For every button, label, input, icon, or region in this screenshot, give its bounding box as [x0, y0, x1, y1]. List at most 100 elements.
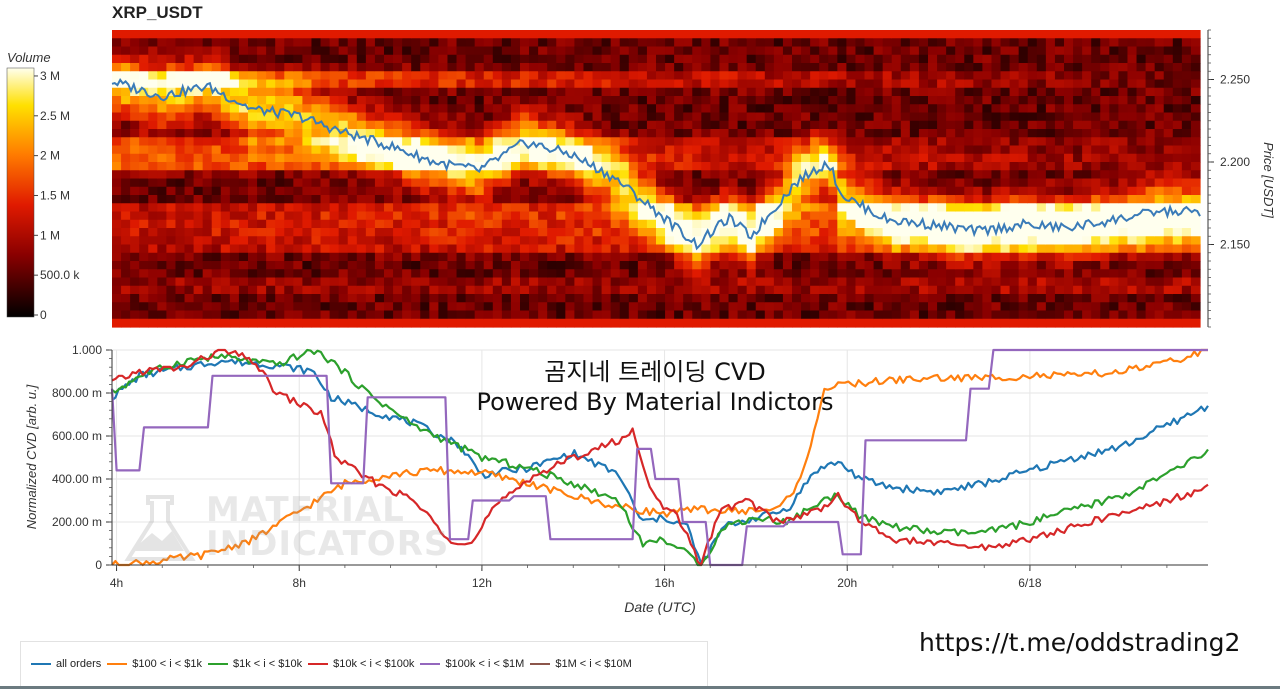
heatmap-cell	[574, 211, 585, 221]
heatmap-cell	[656, 228, 666, 237]
heatmap-cell	[882, 195, 893, 204]
heatmap-cell	[529, 79, 539, 89]
legend-item[interactable]: $100 < i < $1k	[107, 658, 202, 670]
heatmap-cell	[510, 310, 521, 320]
heatmap-cell	[374, 87, 385, 97]
heatmap-cell	[1118, 261, 1129, 270]
heatmap-cell	[656, 203, 666, 213]
heatmap-cell	[284, 252, 294, 262]
heatmap-cell	[628, 153, 639, 163]
heatmap-cell	[1082, 63, 1092, 72]
heatmap-cell	[311, 38, 322, 48]
heatmap-cell	[973, 96, 983, 105]
heatmap-cell	[474, 30, 485, 39]
heatmap-cell	[130, 203, 140, 213]
heatmap-cell	[429, 236, 439, 246]
heatmap-cell	[257, 38, 267, 48]
legend-item[interactable]: $1k < i < $10k	[207, 658, 302, 670]
heatmap-cell	[1000, 30, 1011, 39]
heatmap-cell	[438, 153, 449, 163]
heatmap-cell	[882, 96, 893, 105]
heatmap-cell	[411, 46, 421, 56]
heatmap-cell	[1000, 104, 1011, 114]
heatmap-cell	[1091, 54, 1101, 64]
heatmap-cell	[320, 302, 331, 312]
heatmap-cell	[1100, 71, 1110, 81]
heatmap-cell	[882, 79, 893, 89]
heatmap-cell	[1054, 203, 1065, 213]
heatmap-cell	[692, 195, 702, 204]
heatmap-cell	[882, 203, 893, 213]
heatmap-cell	[429, 294, 439, 303]
heatmap-cell	[474, 145, 485, 155]
heatmap-cell	[719, 285, 730, 295]
heatmap-cell	[574, 244, 585, 254]
heatmap-cell	[121, 71, 131, 81]
heatmap-cell	[1181, 71, 1192, 81]
legend-item[interactable]: all orders	[31, 658, 101, 670]
heatmap-cell	[520, 63, 530, 72]
legend-item[interactable]: $10k < i < $100k	[308, 658, 414, 670]
heatmap-cell	[1045, 285, 1056, 295]
heatmap-cell	[801, 219, 811, 229]
heatmap-cell	[1009, 112, 1020, 122]
heatmap-cell	[1064, 302, 1074, 312]
heatmap-cell	[311, 63, 322, 72]
heatmap-cell	[347, 302, 358, 312]
heatmap-cell	[429, 186, 439, 196]
heatmap-cell	[1009, 145, 1020, 155]
heatmap-cell	[429, 252, 439, 262]
heatmap-cell	[946, 153, 956, 163]
heatmap-cell	[538, 302, 548, 312]
heatmap-cell	[955, 153, 965, 163]
heatmap-cell	[284, 228, 294, 237]
heatmap-cell	[646, 277, 657, 287]
heatmap-cell	[1145, 236, 1156, 246]
heatmap-cell	[338, 228, 349, 237]
heatmap-cell	[882, 46, 893, 56]
heatmap-cell	[1009, 203, 1020, 213]
heatmap-cell	[810, 96, 820, 105]
heatmap-cell	[846, 261, 857, 270]
heatmap-cell	[465, 294, 476, 303]
heatmap-cell	[737, 87, 748, 97]
heatmap-cell	[973, 63, 983, 72]
heatmap-cell	[293, 294, 303, 303]
heatmap-cell	[1054, 145, 1065, 155]
heatmap-cell	[719, 302, 730, 312]
legend-item[interactable]: $1M < i < $10M	[530, 658, 632, 670]
heatmap-cell	[356, 219, 367, 229]
heatmap-cell	[456, 236, 467, 246]
heatmap-cell	[347, 195, 358, 204]
heatmap-cell	[393, 195, 403, 204]
heatmap-cell	[1154, 71, 1165, 81]
heatmap-cell	[356, 318, 367, 328]
heatmap-cell	[1145, 137, 1156, 147]
heatmap-cell	[347, 170, 358, 180]
heatmap-cell	[646, 252, 657, 262]
heatmap-cell	[184, 211, 195, 221]
heatmap-cell	[347, 228, 358, 237]
heatmap-cell	[692, 79, 702, 89]
heatmap-cell	[266, 63, 276, 72]
heatmap-cell	[293, 170, 303, 180]
heatmap-cell	[619, 269, 630, 279]
heatmap-cell	[275, 178, 285, 188]
heatmap-cell	[393, 38, 403, 48]
heatmap-cell	[837, 236, 847, 246]
legend-item[interactable]: $100k < i < $1M	[420, 658, 524, 670]
heatmap-cell	[157, 219, 167, 229]
heatmap-cell	[646, 228, 657, 237]
heatmap-cell	[946, 195, 956, 204]
heatmap-cell	[420, 54, 430, 64]
heatmap-cell	[229, 30, 240, 39]
heatmap-cell	[139, 96, 149, 105]
heatmap-cell	[719, 211, 730, 221]
heatmap-cell	[1018, 162, 1029, 171]
heatmap-cell	[665, 38, 675, 48]
heatmap-cell	[501, 137, 512, 147]
heatmap-cell	[338, 96, 349, 105]
heatmap-cell	[701, 178, 711, 188]
heatmap-cell	[1064, 137, 1074, 147]
heatmap-cell	[374, 54, 385, 64]
